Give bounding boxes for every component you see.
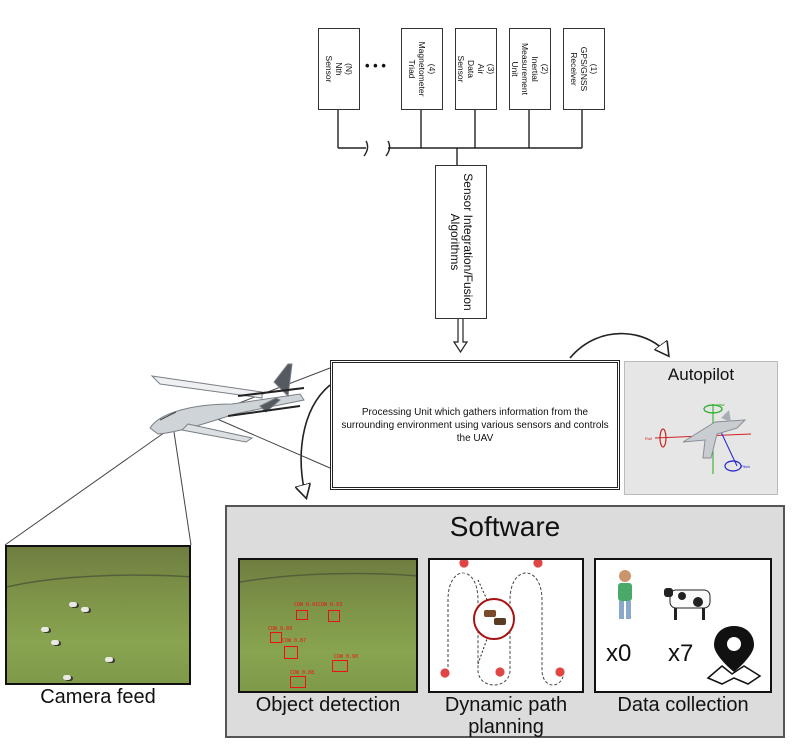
autopilot-axes-illustration: Yaw Roll Pitch xyxy=(645,402,752,474)
sensor-label: (4) Magnetometer Triad xyxy=(407,41,437,97)
sensor-label: (2) Inertial Measurement Unit xyxy=(510,43,550,95)
person-icon xyxy=(618,570,632,619)
camera-feed-label: Camera feed xyxy=(40,686,156,708)
cow-marker xyxy=(41,627,49,632)
sensor-label: (1) GPS/GNSS Receiver xyxy=(569,46,599,92)
cow-marker xyxy=(69,602,77,607)
detection-box xyxy=(284,646,298,659)
fusion-label: Sensor Integration/Fusion Algorithms xyxy=(448,173,475,311)
detection-box xyxy=(290,676,306,688)
detection-label: COW 0.91 xyxy=(294,602,319,608)
grass-field: COW 0.91 COW 0.93 COW 0.89 COW 0.87 COW … xyxy=(240,560,416,691)
camera-feed-image xyxy=(5,545,191,685)
software-panel: Software COW 0.91 COW 0.93 COW 0.89 COW … xyxy=(225,505,785,738)
detection-box xyxy=(328,610,340,622)
data-collection-label: Data collection xyxy=(617,694,749,716)
sensor-box-air-data: (3) Air Data Sensor xyxy=(455,28,497,110)
autopilot-panel: Autopilot Yaw Roll Pitch xyxy=(624,361,778,495)
sensor-label: (3) Air Data Sensor xyxy=(456,55,496,83)
grass-field xyxy=(7,547,189,683)
cow-marker xyxy=(63,675,71,680)
roll-label: Roll xyxy=(645,436,652,441)
cow-count: x7 xyxy=(668,640,694,667)
fusion-box: Sensor Integration/Fusion Algorithms xyxy=(435,165,487,319)
sensor-box-magnetometer: (4) Magnetometer Triad xyxy=(401,28,443,110)
fusion-to-processing-arrow xyxy=(452,317,469,354)
detection-box xyxy=(332,660,348,672)
data-collection-panel: x0 x7 xyxy=(594,558,772,693)
autopilot-title: Autopilot xyxy=(667,365,735,384)
cow-marker xyxy=(105,657,113,662)
sensor-ellipsis: • • • xyxy=(365,58,386,73)
detection-label: COW 0.93 xyxy=(318,602,343,608)
yaw-label: Yaw xyxy=(717,402,725,407)
detection-label: COW 0.88 xyxy=(290,670,315,676)
path-planning-label: Dynamic path planning xyxy=(444,694,568,738)
person-count: x0 xyxy=(606,640,632,667)
detection-label: COW 0.90 xyxy=(334,654,359,660)
detection-label: COW 0.87 xyxy=(282,638,307,644)
object-detection-panel: COW 0.91 COW 0.93 COW 0.89 COW 0.87 COW … xyxy=(238,558,418,693)
detection-box xyxy=(296,610,308,620)
detection-label: COW 0.89 xyxy=(268,626,293,632)
sensor-label: (N) Nth Sensor xyxy=(324,55,354,83)
path-planning-panel xyxy=(428,558,584,693)
processing-unit-box: Processing Unit which gathers informatio… xyxy=(330,360,620,490)
detection-box xyxy=(270,632,282,643)
field-curve xyxy=(7,574,189,588)
processing-to-software-arrow xyxy=(301,384,331,497)
path-planning-illustration xyxy=(439,560,566,686)
cow-marker xyxy=(51,640,59,645)
pitch-label: Pitch xyxy=(741,464,750,469)
processing-to-autopilot-arrow xyxy=(569,332,668,359)
uav-aircraft xyxy=(149,363,305,443)
sensor-box-nth: (N) Nth Sensor xyxy=(318,28,360,110)
cow-marker xyxy=(81,607,89,612)
map-pin-icon xyxy=(706,626,762,685)
cow-icon xyxy=(494,618,506,625)
waypoint-pins xyxy=(439,560,566,679)
sensor-box-imu: (2) Inertial Measurement Unit xyxy=(509,28,551,110)
cow-icon xyxy=(664,588,711,620)
processing-label: Processing Unit which gathers informatio… xyxy=(341,406,609,444)
field-curve xyxy=(240,572,416,583)
object-detection-label: Object detection xyxy=(255,694,401,716)
sensor-bus-lines xyxy=(337,108,583,165)
sensor-box-gps: (1) GPS/GNSS Receiver xyxy=(563,28,605,110)
cow-icon xyxy=(484,610,496,617)
software-title: Software xyxy=(449,511,561,542)
